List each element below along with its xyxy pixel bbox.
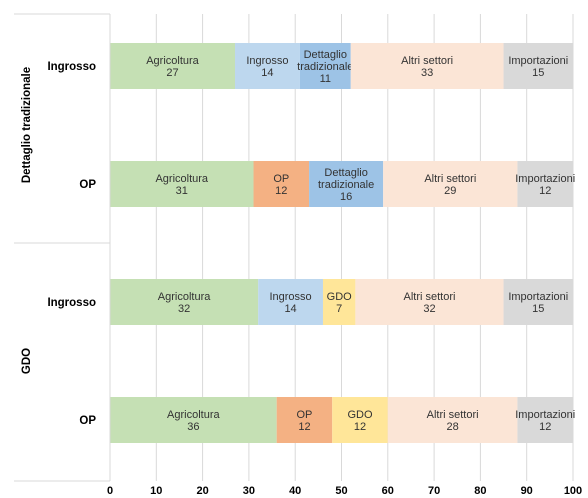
segment-name-label: GDO bbox=[327, 291, 353, 303]
segment-name-label: Ingrosso bbox=[246, 55, 288, 67]
x-tick-label: 70 bbox=[428, 485, 440, 497]
x-tick-label: 100 bbox=[564, 485, 582, 497]
segment-value-label: 16 bbox=[340, 191, 352, 203]
x-tick-label: 50 bbox=[335, 485, 347, 497]
segment-name-label: Importazioni bbox=[508, 291, 568, 303]
segment-name-label: Dettaglio bbox=[324, 167, 367, 179]
x-tick-label: 30 bbox=[243, 485, 255, 497]
segment-value-label: 12 bbox=[354, 421, 366, 433]
bar-segment bbox=[387, 397, 518, 443]
segment-name-label: Altri settori bbox=[401, 55, 453, 67]
segment-name-label: tradizionale bbox=[318, 179, 374, 191]
row-label: Ingrosso bbox=[47, 297, 96, 309]
row-labels: Ingrosso OP Ingrosso OP bbox=[47, 61, 96, 427]
bar-segment bbox=[309, 161, 384, 207]
bar-segment bbox=[258, 279, 323, 325]
segment-value-label: 11 bbox=[320, 73, 331, 85]
bar-segment bbox=[110, 43, 236, 89]
segment-value-label: 14 bbox=[284, 303, 296, 315]
bar-segment bbox=[517, 161, 573, 207]
x-tick-label: 80 bbox=[474, 485, 486, 497]
x-tick-label: 90 bbox=[521, 485, 533, 497]
segment-name-label: Altri settori bbox=[403, 291, 455, 303]
bar-segment bbox=[332, 397, 388, 443]
x-tick-label: 40 bbox=[289, 485, 301, 497]
bar-segment bbox=[503, 279, 573, 325]
segment-name-label: Importazioni bbox=[515, 173, 575, 185]
group-label: GDO bbox=[21, 348, 33, 374]
bars: Agricoltura27Ingrosso14Dettagliotradizio… bbox=[110, 43, 575, 443]
group-labels: Dettaglio tradizionale GDO bbox=[21, 67, 33, 374]
bar-segment bbox=[235, 43, 300, 89]
segment-value-label: 14 bbox=[261, 67, 273, 79]
bar-segment bbox=[299, 43, 351, 89]
segment-value-label: 29 bbox=[444, 185, 456, 197]
segment-name-label: Altri settori bbox=[424, 173, 476, 185]
x-tick-label: 60 bbox=[382, 485, 394, 497]
segment-value-label: 12 bbox=[539, 421, 551, 433]
segment-value-label: 7 bbox=[336, 303, 342, 315]
x-axis-ticks: 0 10 20 30 40 50 60 70 80 90 100 bbox=[107, 485, 582, 497]
group-label: Dettaglio tradizionale bbox=[21, 67, 33, 183]
segment-name-label: OP bbox=[273, 173, 289, 185]
bar-segment bbox=[355, 279, 504, 325]
group-dividers bbox=[14, 13, 110, 482]
segment-name-label: Agricoltura bbox=[167, 409, 220, 421]
segment-value-label: 28 bbox=[446, 421, 458, 433]
segment-value-label: 36 bbox=[187, 421, 199, 433]
segment-value-label: 12 bbox=[298, 421, 310, 433]
segment-value-label: 33 bbox=[421, 67, 433, 79]
x-tick-label: 0 bbox=[107, 485, 113, 497]
segment-value-label: 31 bbox=[176, 185, 188, 197]
row-label: OP bbox=[79, 179, 96, 191]
x-tick-label: 20 bbox=[196, 485, 208, 497]
bar-segment bbox=[383, 161, 518, 207]
bar-segment bbox=[503, 43, 573, 89]
segment-name-label: OP bbox=[297, 409, 313, 421]
bar-segment bbox=[350, 43, 504, 89]
segment-name-label: Importazioni bbox=[515, 409, 575, 421]
segment-name-label: Dettaglio bbox=[304, 49, 347, 61]
row-label: Ingrosso bbox=[47, 61, 96, 73]
segment-name-label: Altri settori bbox=[427, 409, 479, 421]
bar-segment bbox=[253, 161, 310, 207]
bar-segment bbox=[517, 397, 573, 443]
segment-name-label: Ingrosso bbox=[269, 291, 311, 303]
segment-name-label: Importazioni bbox=[508, 55, 568, 67]
segment-name-label: GDO bbox=[347, 409, 373, 421]
bar-segment bbox=[276, 397, 333, 443]
segment-name-label: Agricoltura bbox=[158, 291, 211, 303]
segment-name-label: Agricoltura bbox=[155, 173, 208, 185]
segment-value-label: 32 bbox=[178, 303, 190, 315]
segment-value-label: 27 bbox=[166, 67, 178, 79]
x-tick-label: 10 bbox=[150, 485, 162, 497]
segment-value-label: 15 bbox=[532, 67, 544, 79]
segment-name-label: tradizionale bbox=[297, 61, 353, 73]
segment-value-label: 12 bbox=[275, 185, 287, 197]
segment-name-label: Agricoltura bbox=[146, 55, 199, 67]
bar-segment bbox=[322, 279, 356, 325]
bar-segment bbox=[110, 397, 277, 443]
segment-value-label: 32 bbox=[423, 303, 435, 315]
bar-segment bbox=[110, 279, 259, 325]
row-label: OP bbox=[79, 415, 96, 427]
bar-segment bbox=[110, 161, 254, 207]
segment-value-label: 12 bbox=[539, 185, 551, 197]
segment-value-label: 15 bbox=[532, 303, 544, 315]
